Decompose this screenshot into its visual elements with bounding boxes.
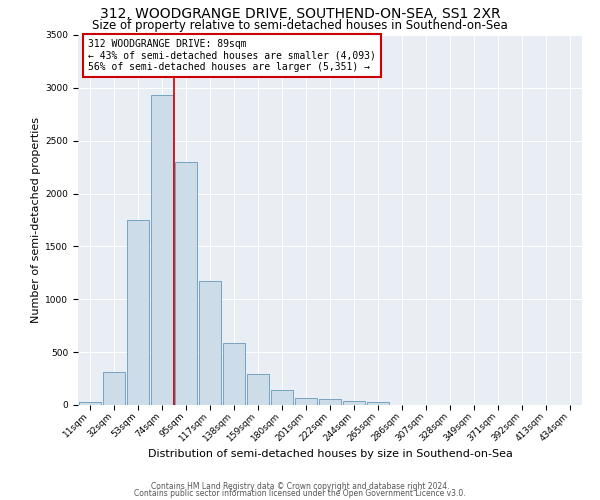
Bar: [319, 399, 341, 405]
Text: 312, WOODGRANGE DRIVE, SOUTHEND-ON-SEA, SS1 2XR: 312, WOODGRANGE DRIVE, SOUTHEND-ON-SEA, …: [100, 8, 500, 22]
Y-axis label: Number of semi-detached properties: Number of semi-detached properties: [31, 117, 41, 323]
Bar: [151, 96, 173, 405]
Bar: [223, 342, 245, 405]
Text: Size of property relative to semi-detached houses in Southend-on-Sea: Size of property relative to semi-detach…: [92, 18, 508, 32]
Bar: [127, 220, 149, 405]
X-axis label: Distribution of semi-detached houses by size in Southend-on-Sea: Distribution of semi-detached houses by …: [148, 449, 512, 459]
Bar: [79, 402, 101, 405]
Bar: [367, 402, 389, 405]
Bar: [295, 398, 317, 405]
Bar: [247, 374, 269, 405]
Text: 312 WOODGRANGE DRIVE: 89sqm
← 43% of semi-detached houses are smaller (4,093)
56: 312 WOODGRANGE DRIVE: 89sqm ← 43% of sem…: [88, 38, 376, 72]
Bar: [343, 401, 365, 405]
Bar: [271, 390, 293, 405]
Bar: [103, 372, 125, 405]
Bar: [175, 162, 197, 405]
Bar: [199, 282, 221, 405]
Text: Contains HM Land Registry data © Crown copyright and database right 2024.: Contains HM Land Registry data © Crown c…: [151, 482, 449, 491]
Text: Contains public sector information licensed under the Open Government Licence v3: Contains public sector information licen…: [134, 488, 466, 498]
